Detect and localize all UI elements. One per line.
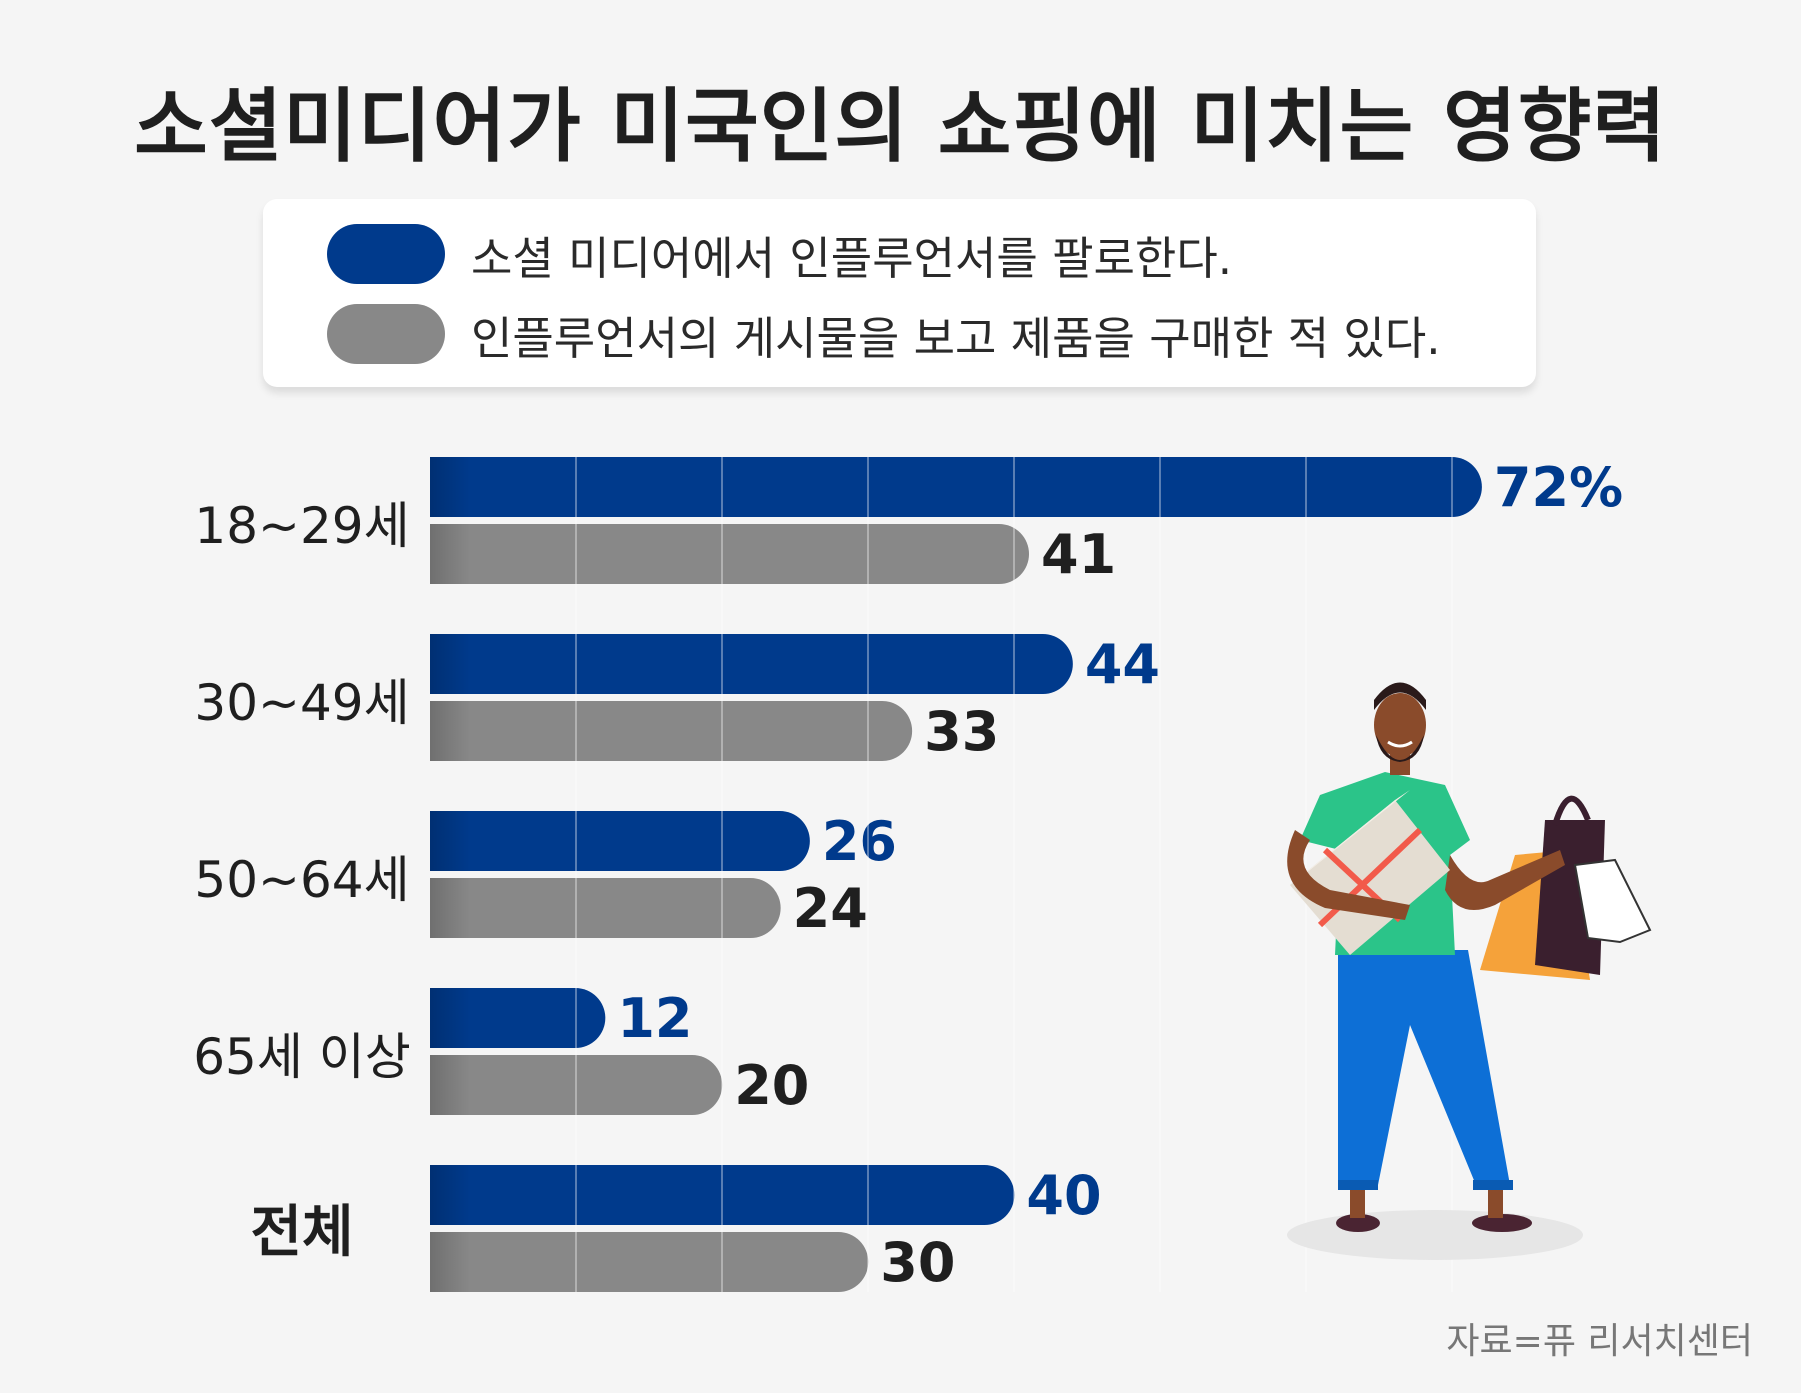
bar-shade bbox=[430, 1232, 470, 1292]
bar-purchase bbox=[430, 701, 913, 761]
bar-shade bbox=[430, 701, 470, 761]
value-label-follow: 26 bbox=[822, 810, 897, 873]
legend-swatch-blue bbox=[327, 224, 445, 284]
legend-item-follow: 소셜 미디어에서 인플루언서를 팔로한다. bbox=[327, 224, 1233, 285]
value-label-purchase: 33 bbox=[924, 700, 999, 763]
bar-shade bbox=[430, 878, 470, 938]
bar-follow bbox=[430, 988, 606, 1048]
shopper-illustration bbox=[1287, 682, 1652, 1260]
source-note: 자료=퓨 리서치센터 bbox=[1446, 1321, 1753, 1362]
legend-swatch-gray bbox=[327, 304, 445, 364]
legend-label-purchase: 인플루언서의 게시물을 보고 제품을 구매한 적 있다. bbox=[471, 311, 1441, 365]
bar-follow bbox=[430, 1165, 1015, 1225]
category-label: 18~29세 bbox=[194, 497, 409, 555]
legend: 소셜 미디어에서 인플루언서를 팔로한다. 인플루언서의 게시물을 보고 제품을… bbox=[263, 199, 1536, 387]
value-label-purchase: 24 bbox=[793, 877, 868, 940]
category-label: 65세 이상 bbox=[193, 1028, 411, 1086]
category-label: 50~64세 bbox=[194, 851, 409, 909]
bar-follow bbox=[430, 634, 1073, 694]
bar-shade bbox=[430, 811, 470, 871]
bar-shade bbox=[430, 457, 470, 517]
value-label-follow: 72% bbox=[1494, 456, 1623, 519]
bar-purchase bbox=[430, 524, 1030, 584]
value-label-follow: 40 bbox=[1026, 1164, 1101, 1227]
value-label-purchase: 30 bbox=[880, 1231, 955, 1294]
value-label-purchase: 41 bbox=[1041, 523, 1116, 586]
legend-label-follow: 소셜 미디어에서 인플루언서를 팔로한다. bbox=[471, 231, 1233, 285]
value-label-purchase: 20 bbox=[734, 1054, 809, 1117]
bar-follow bbox=[430, 811, 810, 871]
category-label: 30~49세 bbox=[194, 674, 409, 732]
bar-shade bbox=[430, 524, 470, 584]
value-label-follow: 12 bbox=[617, 987, 692, 1050]
bar-shade bbox=[430, 634, 470, 694]
bar-purchase bbox=[430, 1055, 723, 1115]
bar-purchase bbox=[430, 878, 781, 938]
category-label: 전체 bbox=[250, 1200, 353, 1265]
chart-title: 소셜미디어가 미국인의 쇼핑에 미치는 영향력 bbox=[134, 80, 1667, 173]
bar-shade bbox=[430, 988, 470, 1048]
bar-shade bbox=[430, 1055, 470, 1115]
legend-item-purchase: 인플루언서의 게시물을 보고 제품을 구매한 적 있다. bbox=[327, 304, 1441, 365]
bar-shade bbox=[430, 1165, 470, 1225]
bar-follow bbox=[430, 457, 1482, 517]
value-label-follow: 44 bbox=[1085, 633, 1160, 696]
bar-purchase bbox=[430, 1232, 869, 1292]
